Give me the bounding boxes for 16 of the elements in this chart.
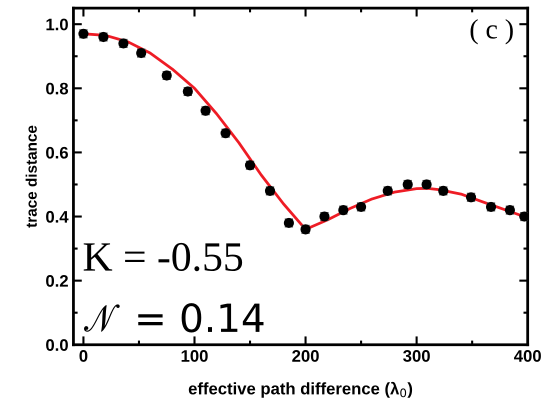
- x-tick-label: 300: [403, 350, 430, 362]
- y-tick-label: 0.6: [46, 146, 68, 159]
- y-tick-label: 0.8: [46, 82, 68, 95]
- x-tick-label: 0: [79, 350, 88, 362]
- x-axis-title: effective path difference (λ$_{0}$): [188, 382, 412, 398]
- annotation: K = -0.55: [84, 242, 242, 272]
- y-tick-label: 0.2: [46, 275, 68, 287]
- annotation: ( c ): [470, 19, 513, 44]
- y-tick-label: 0.0: [46, 339, 68, 351]
- x-tick-label: 100: [182, 350, 208, 362]
- x-tick-label: 400: [514, 350, 541, 362]
- y-axis-title: trace distance: [26, 126, 37, 228]
- x-tick-label: 200: [292, 350, 319, 362]
- y-tick-label: 1.0: [46, 18, 68, 30]
- y-tick-label: 0.4: [46, 210, 68, 223]
- annotation: 𝒩 = 0.14: [84, 303, 264, 332]
